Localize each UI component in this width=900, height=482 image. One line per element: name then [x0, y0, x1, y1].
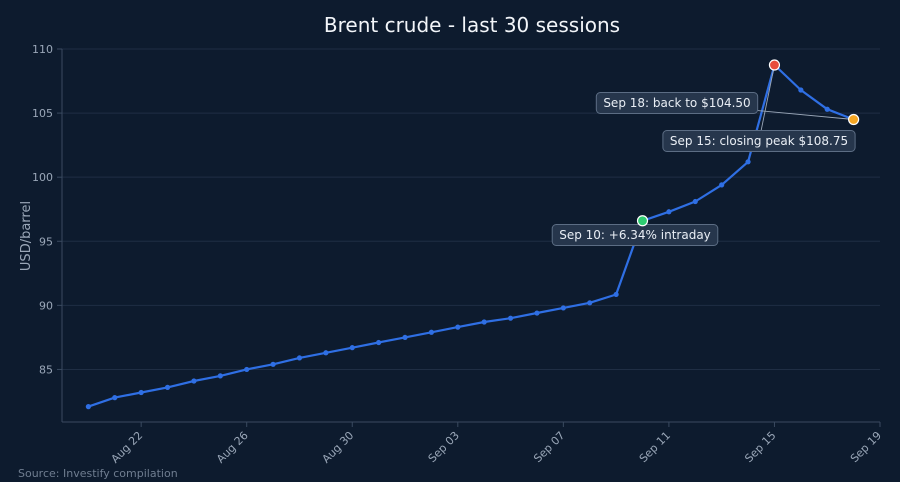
- x-axis-ticks: Aug 22 Aug 26 Aug 30 Sep 03 Sep 07 Sep 11 Sep …: [109, 422, 884, 466]
- x-tick-label: Sep 15: [742, 429, 778, 465]
- data-point: [719, 182, 725, 188]
- axes: [61, 49, 880, 423]
- data-point: [587, 300, 593, 306]
- data-point: [507, 315, 514, 321]
- annotation-text: Sep 18: back to $104.50: [603, 96, 750, 110]
- y-tick-label: 95: [39, 235, 53, 248]
- series-line: [88, 63, 854, 408]
- data-point: [798, 87, 804, 93]
- annotation-box: [551, 224, 719, 246]
- data-point: [534, 310, 540, 316]
- data-point: [85, 404, 91, 410]
- highlight-markers: [636, 59, 860, 227]
- annotation: Sep 15: closing peak $108.75: [662, 64, 856, 152]
- annotations: Sep 10: +6.34% intraday Sep 15: closing p…: [551, 64, 856, 246]
- source-note: Source: Investify compilation: [18, 467, 178, 480]
- highlight-marker: [768, 59, 781, 71]
- annotation-box: [595, 92, 759, 114]
- x-tick-label: Sep 11: [637, 429, 673, 465]
- data-point: [692, 198, 698, 205]
- data-point: [323, 350, 329, 356]
- y-axis-ticks: 85 90 95 100 105 110: [32, 43, 62, 376]
- annotation: Sep 18: back to $104.50: [595, 92, 854, 120]
- highlight-marker: [636, 215, 649, 227]
- y-tick-label: 90: [39, 299, 53, 312]
- data-point: [428, 329, 435, 335]
- x-tick-label: Sep 03: [426, 429, 462, 465]
- annotation-text: Sep 15: closing peak $108.75: [670, 134, 848, 148]
- data-point: [112, 395, 118, 401]
- data-point: [481, 319, 487, 325]
- chart-title: Brent crude - last 30 sessions: [324, 13, 620, 37]
- annotation: Sep 10: +6.34% intraday: [551, 220, 719, 246]
- data-point: [349, 345, 355, 351]
- y-tick-label: 100: [32, 171, 53, 184]
- annotation-text: Sep 10: +6.34% intraday: [559, 228, 711, 242]
- data-point: [244, 366, 250, 373]
- x-tick-label: Aug 30: [320, 429, 357, 466]
- data-point: [455, 324, 461, 330]
- x-tick-label: Aug 26: [214, 429, 251, 466]
- data-point: [164, 384, 171, 390]
- data-point: [613, 291, 619, 298]
- data-point: [560, 305, 566, 311]
- data-point: [402, 334, 408, 341]
- data-point: [666, 209, 672, 215]
- annotation-box: [662, 130, 856, 152]
- series-brent: [85, 62, 857, 410]
- highlight-marker: [848, 113, 860, 126]
- data-point: [191, 378, 197, 384]
- x-tick-label: Sep 19: [848, 429, 884, 465]
- data-point: [296, 355, 303, 361]
- y-axis-label: USD/barrel: [19, 201, 34, 271]
- data-point: [376, 339, 382, 346]
- data-point: [217, 373, 223, 379]
- x-tick-label: Sep 07: [531, 429, 567, 465]
- y-tick-label: 105: [32, 107, 53, 120]
- y-tick-label: 85: [39, 363, 53, 376]
- grid: [62, 48, 880, 370]
- data-point: [824, 106, 830, 112]
- annotation-leader: [758, 64, 775, 142]
- data-point: [745, 159, 751, 165]
- y-tick-label: 110: [32, 43, 53, 56]
- data-point: [270, 361, 276, 367]
- x-tick-label: Aug 22: [109, 429, 146, 466]
- data-point: [138, 389, 144, 396]
